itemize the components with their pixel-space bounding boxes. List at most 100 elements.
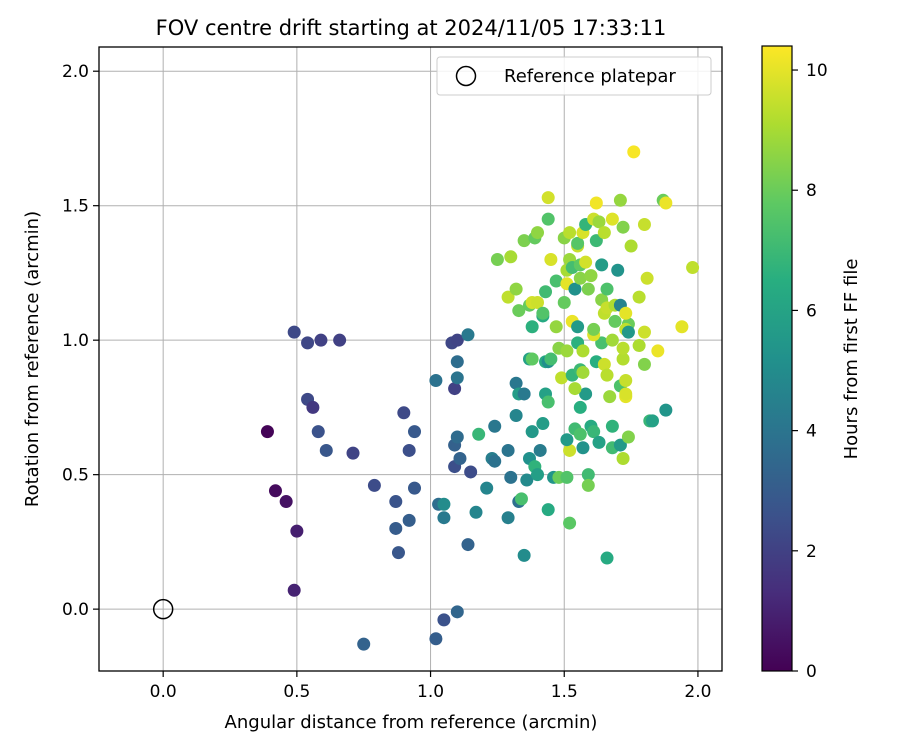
data-point [450, 355, 464, 369]
data-point [536, 306, 550, 320]
data-point [579, 387, 593, 401]
data-point [541, 191, 555, 205]
data-point [501, 290, 515, 304]
x-axis-label: Angular distance from reference (arcmin) [225, 712, 598, 733]
data-point [632, 290, 646, 304]
x-tick-label: 1.0 [417, 682, 444, 702]
data-point [560, 344, 574, 358]
data-point [611, 263, 625, 277]
data-point [539, 285, 553, 299]
data-point [536, 417, 550, 431]
legend-box [436, 56, 712, 96]
data-point [587, 425, 601, 439]
data-point [568, 382, 582, 396]
data-point [429, 632, 443, 646]
data-point [675, 320, 689, 334]
data-point [616, 341, 630, 355]
data-point [560, 433, 574, 447]
data-point [549, 320, 563, 334]
data-point [509, 408, 523, 422]
data-point [450, 605, 464, 619]
colorbar-label: Hours from first FF file [841, 259, 862, 460]
data-point [651, 344, 665, 358]
legend-label-reference-platepar: Reference platepar [504, 66, 676, 87]
data-point [512, 304, 526, 318]
colorbar-tick-label: 2 [806, 542, 817, 562]
x-tick-label: 2.0 [684, 682, 711, 702]
y-axis-ticks: 0.0 0.5 1.0 1.5 2.0 [62, 62, 99, 620]
data-point [573, 271, 587, 285]
data-point [605, 419, 619, 433]
data-point [605, 212, 619, 226]
data-point [595, 258, 609, 272]
data-point [621, 325, 635, 339]
colorbar-ticks: 0 2 4 6 8 10 [792, 61, 828, 682]
data-point [584, 269, 598, 283]
colorbar-tick-label: 10 [806, 61, 828, 81]
data-point [437, 511, 451, 525]
data-point [549, 274, 563, 288]
data-point [659, 403, 673, 417]
data-point [525, 352, 539, 366]
data-point [627, 145, 641, 159]
data-point [461, 328, 475, 342]
data-point [429, 374, 443, 388]
data-point [333, 333, 347, 347]
data-point [637, 218, 651, 232]
data-point [279, 495, 293, 509]
data-point [517, 234, 531, 248]
data-point [346, 446, 360, 460]
data-point [616, 352, 630, 366]
data-point [597, 226, 611, 240]
data-point [533, 443, 547, 457]
data-point [488, 419, 502, 433]
data-point [389, 495, 403, 509]
legend-open-circle-marker [455, 65, 477, 87]
data-point [464, 465, 478, 479]
data-point [686, 261, 700, 275]
data-point [640, 271, 654, 285]
data-point [504, 250, 518, 264]
data-point [541, 503, 555, 517]
data-point [437, 497, 451, 511]
x-axis-ticks: 0.0 0.5 1.0 1.5 2.0 [150, 671, 711, 702]
data-point [581, 468, 595, 482]
data-point [514, 492, 528, 506]
colorbar-gradient [761, 45, 793, 672]
data-point [597, 357, 611, 371]
y-tick-label: 0.5 [62, 466, 89, 486]
data-point [469, 505, 483, 519]
data-point [619, 306, 633, 320]
data-point [504, 470, 518, 484]
data-point [268, 484, 282, 498]
data-point [517, 387, 531, 401]
y-tick-label: 2.0 [62, 62, 89, 82]
data-point [605, 333, 619, 347]
data-point [557, 296, 571, 310]
data-point [573, 427, 587, 441]
data-point [520, 473, 534, 487]
colorbar-tick-label: 6 [806, 301, 817, 321]
data-point [453, 452, 467, 466]
data-point [592, 435, 606, 449]
data-point [501, 443, 515, 457]
data-point [595, 336, 609, 350]
x-tick-label: 0.0 [150, 682, 177, 702]
data-point [501, 511, 515, 525]
data-point [402, 513, 416, 527]
data-point [525, 425, 539, 439]
data-point [541, 395, 555, 409]
data-point [576, 344, 590, 358]
data-point [589, 196, 603, 210]
data-point [563, 443, 577, 457]
data-point [437, 613, 451, 627]
data-point [616, 220, 630, 234]
data-point [450, 371, 464, 385]
data-points [260, 145, 700, 651]
data-point [301, 336, 315, 350]
colorbar: 0 2 4 6 8 10 Hours from first FF file [761, 45, 862, 682]
y-axis-label: Rotation from reference (arcmin) [22, 211, 43, 507]
data-point [531, 468, 545, 482]
